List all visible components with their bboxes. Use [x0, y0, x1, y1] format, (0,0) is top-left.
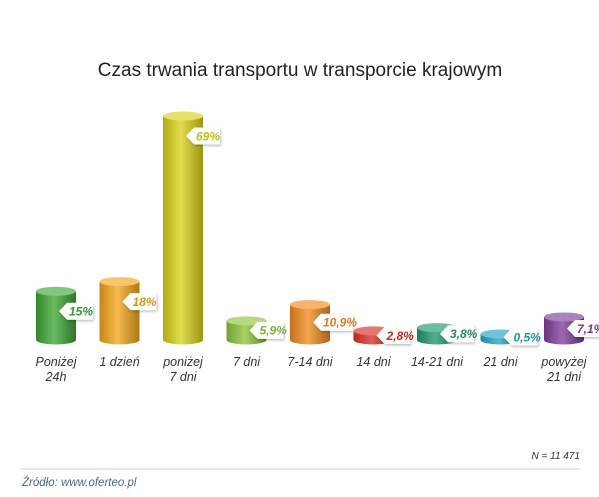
source-note: Źródło: www.oferteo.pl [21, 476, 137, 489]
bar-top [36, 286, 76, 296]
bar-7: 0,5% 21 dni [480, 328, 542, 369]
value-label: 2,8% [386, 329, 415, 343]
chart-title: Czas trwania transportu w transporcie kr… [98, 60, 502, 81]
value-tag [186, 127, 220, 145]
value-label: 18% [133, 295, 157, 309]
bar-top [99, 277, 140, 287]
value-label: 7,1% [577, 322, 599, 336]
category-label: 14 dni [356, 355, 391, 369]
value-tag [376, 326, 411, 344]
value-label: 3,8% [450, 327, 478, 341]
value-tag [249, 321, 284, 339]
category-label: 14-21 dni [411, 355, 464, 369]
bar-body [99, 281, 140, 345]
bar-1: 18% 1 dzień [99, 277, 157, 369]
category-label: poniżej [162, 355, 204, 369]
category-label: 7 dni [169, 370, 197, 384]
bar-top [163, 111, 203, 121]
category-label: 1 dzień [99, 355, 139, 369]
category-label: 21 dni [546, 370, 582, 384]
bar-body [163, 116, 203, 345]
category-label: 7-14 dni [287, 355, 333, 369]
category-label: 24h [45, 370, 67, 384]
sample-size-note: N = 11 471 [532, 451, 580, 462]
value-tag [440, 325, 474, 343]
bar-body [290, 304, 330, 345]
value-label: 10,9% [323, 316, 357, 330]
category-label: Poniżej [36, 355, 78, 369]
category-label: 21 dni [482, 355, 518, 369]
category-label: powyżej [540, 355, 587, 369]
value-tag [122, 293, 157, 311]
value-tag [313, 313, 353, 331]
bar-top [544, 312, 584, 322]
category-label: 7 dni [233, 355, 261, 369]
value-label: 5,9% [260, 324, 288, 338]
value-tag [567, 319, 599, 337]
value-tag [59, 302, 93, 320]
bar-top [290, 300, 330, 310]
value-label: 15% [69, 305, 93, 319]
value-tag [503, 328, 538, 346]
value-label: 0,5% [514, 330, 542, 344]
value-label: 69% [196, 129, 220, 143]
bar-3: 5,9% 7 dni [226, 316, 288, 369]
bar-6: 3,8% 14-21 dni [411, 323, 478, 369]
bar-5: 2,8% 14 dni [353, 326, 415, 369]
bar-4: 10,9% 7-14 dni [287, 300, 357, 369]
